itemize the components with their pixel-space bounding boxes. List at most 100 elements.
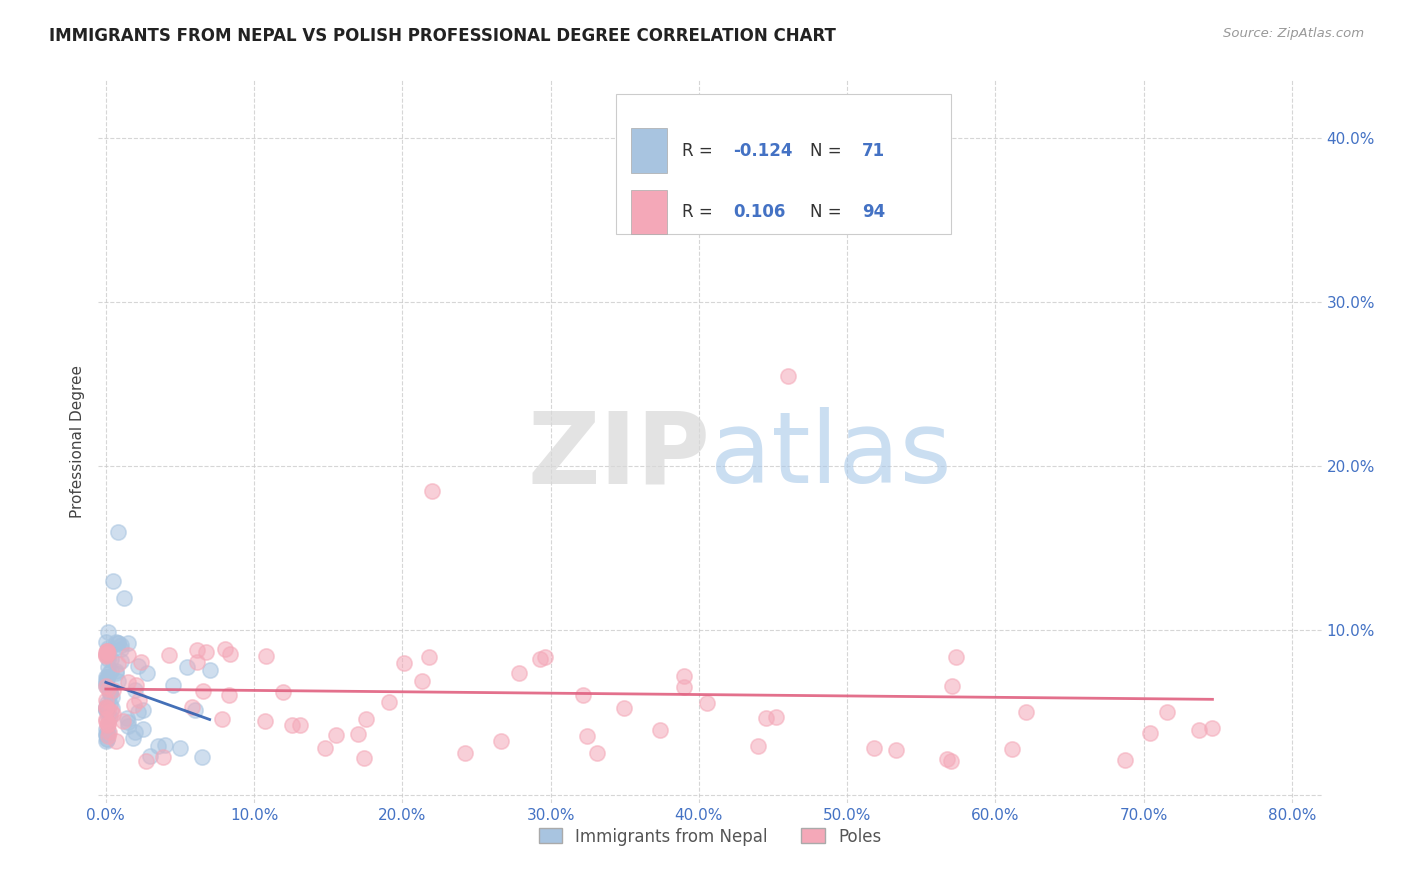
Point bbox=[96, 700, 118, 714]
Point bbox=[101, 706, 124, 721]
Point bbox=[97, 717, 120, 731]
Point bbox=[97, 724, 120, 739]
Point bbox=[131, 655, 153, 669]
Point bbox=[1188, 723, 1211, 738]
Point bbox=[117, 636, 139, 650]
Point bbox=[101, 690, 124, 704]
Point bbox=[94, 727, 117, 741]
Point bbox=[98, 686, 121, 700]
Point bbox=[98, 665, 121, 680]
Point bbox=[104, 733, 127, 747]
Point bbox=[104, 635, 127, 649]
Point bbox=[186, 656, 208, 670]
Point bbox=[107, 635, 129, 649]
Point bbox=[100, 700, 122, 714]
Point bbox=[176, 660, 198, 674]
Point bbox=[100, 651, 122, 665]
Point bbox=[411, 673, 433, 688]
Point bbox=[776, 368, 799, 383]
Point bbox=[378, 695, 401, 709]
Point bbox=[101, 682, 124, 697]
Point bbox=[153, 739, 176, 753]
Point bbox=[1156, 705, 1178, 719]
Text: N =: N = bbox=[810, 203, 848, 221]
Point bbox=[96, 648, 118, 662]
Point bbox=[219, 648, 242, 662]
Point bbox=[658, 204, 681, 219]
Point bbox=[94, 701, 117, 715]
Point bbox=[533, 650, 555, 665]
Point bbox=[128, 693, 150, 707]
Point bbox=[100, 664, 122, 678]
Point bbox=[673, 680, 696, 694]
Point bbox=[354, 713, 377, 727]
Point bbox=[96, 708, 118, 723]
Point bbox=[96, 696, 118, 710]
Point bbox=[112, 591, 135, 605]
Point bbox=[97, 648, 120, 662]
Point bbox=[191, 683, 214, 698]
Point bbox=[696, 696, 718, 710]
Point bbox=[136, 666, 159, 681]
Point bbox=[325, 728, 347, 742]
Point bbox=[96, 693, 118, 707]
Text: -0.124: -0.124 bbox=[734, 142, 793, 160]
Point bbox=[576, 729, 599, 743]
Text: 71: 71 bbox=[862, 142, 884, 160]
Point bbox=[198, 663, 221, 677]
Point bbox=[281, 717, 304, 731]
Point bbox=[96, 651, 118, 665]
Point bbox=[117, 719, 139, 733]
Point bbox=[218, 688, 240, 702]
Point bbox=[112, 714, 135, 728]
Point bbox=[254, 649, 277, 664]
Point bbox=[107, 657, 129, 672]
Point bbox=[765, 710, 787, 724]
Point bbox=[97, 716, 120, 731]
Point bbox=[117, 714, 139, 729]
Point bbox=[139, 748, 162, 763]
Point bbox=[107, 524, 129, 539]
Point bbox=[124, 682, 146, 697]
Point bbox=[214, 642, 236, 657]
Point bbox=[508, 665, 530, 680]
Point bbox=[169, 741, 191, 756]
Point bbox=[1015, 705, 1038, 719]
Point bbox=[96, 712, 118, 726]
Point bbox=[97, 729, 120, 743]
FancyBboxPatch shape bbox=[630, 128, 668, 173]
Point bbox=[94, 669, 117, 683]
Point bbox=[195, 645, 218, 659]
Point bbox=[489, 734, 512, 748]
Point bbox=[135, 754, 157, 768]
Point bbox=[936, 751, 959, 765]
Point bbox=[94, 700, 117, 714]
Text: 94: 94 bbox=[862, 203, 884, 221]
Point bbox=[103, 574, 125, 588]
Point bbox=[98, 643, 121, 657]
Text: IMMIGRANTS FROM NEPAL VS POLISH PROFESSIONAL DEGREE CORRELATION CHART: IMMIGRANTS FROM NEPAL VS POLISH PROFESSI… bbox=[49, 27, 837, 45]
Point bbox=[191, 750, 214, 764]
Point bbox=[418, 650, 440, 665]
Point bbox=[94, 703, 117, 717]
Point bbox=[94, 722, 117, 736]
Point bbox=[94, 703, 117, 717]
Point bbox=[96, 726, 118, 740]
Point bbox=[96, 643, 118, 657]
Point bbox=[94, 699, 117, 714]
Point bbox=[107, 636, 129, 650]
Point bbox=[98, 710, 121, 724]
Point bbox=[96, 718, 118, 732]
Point bbox=[939, 754, 962, 768]
Point bbox=[94, 679, 117, 693]
Point bbox=[104, 666, 127, 681]
Point bbox=[97, 646, 120, 660]
Point bbox=[132, 703, 155, 717]
Point bbox=[125, 678, 148, 692]
Legend: Immigrants from Nepal, Poles: Immigrants from Nepal, Poles bbox=[531, 821, 889, 852]
Point bbox=[454, 746, 477, 760]
Point bbox=[98, 697, 121, 711]
Text: R =: R = bbox=[682, 203, 718, 221]
Point bbox=[96, 625, 118, 640]
Point bbox=[863, 740, 886, 755]
